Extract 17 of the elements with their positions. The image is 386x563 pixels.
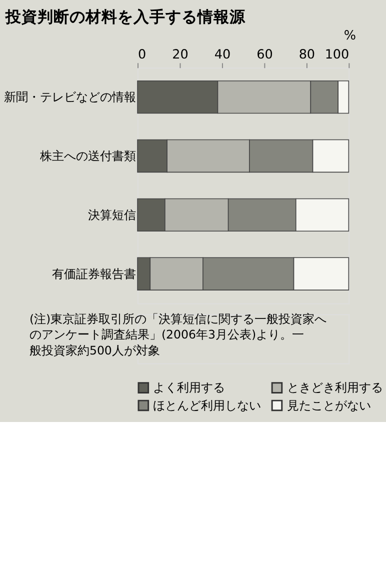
- legend-label: ほとんど利用しない: [153, 398, 262, 412]
- y-tick-label: 新聞・テレビなどの情報: [4, 90, 136, 104]
- y-tick-label: 決算短信: [88, 208, 136, 222]
- x-tick-label: 100: [324, 47, 350, 62]
- x-tick-label: 0: [138, 47, 146, 62]
- y-tick-label: 株主への送付書類: [39, 148, 136, 163]
- x-tick-label: 40: [214, 47, 231, 62]
- x-tick-label: 60: [256, 47, 273, 62]
- text: (注)東京証券取引所の「決算短信に関する一般投資家へのアンケート調査結果」(2006年3月公表)より。一般投資家約500人が対象: [29, 312, 327, 358]
- legend-label: ときどき利用する: [286, 380, 383, 395]
- y-tick-label: 有価証券報告書: [52, 266, 136, 281]
- chart-title: 投資判断の材料を入手する情報源: [4, 6, 246, 26]
- legend-label: よく利用する: [153, 380, 226, 395]
- legend-label: 見たことがない: [286, 398, 371, 412]
- x-tick-label: 20: [172, 47, 188, 62]
- x-axis-title: %: [344, 28, 356, 44]
- x-tick-label: 80: [298, 47, 316, 62]
